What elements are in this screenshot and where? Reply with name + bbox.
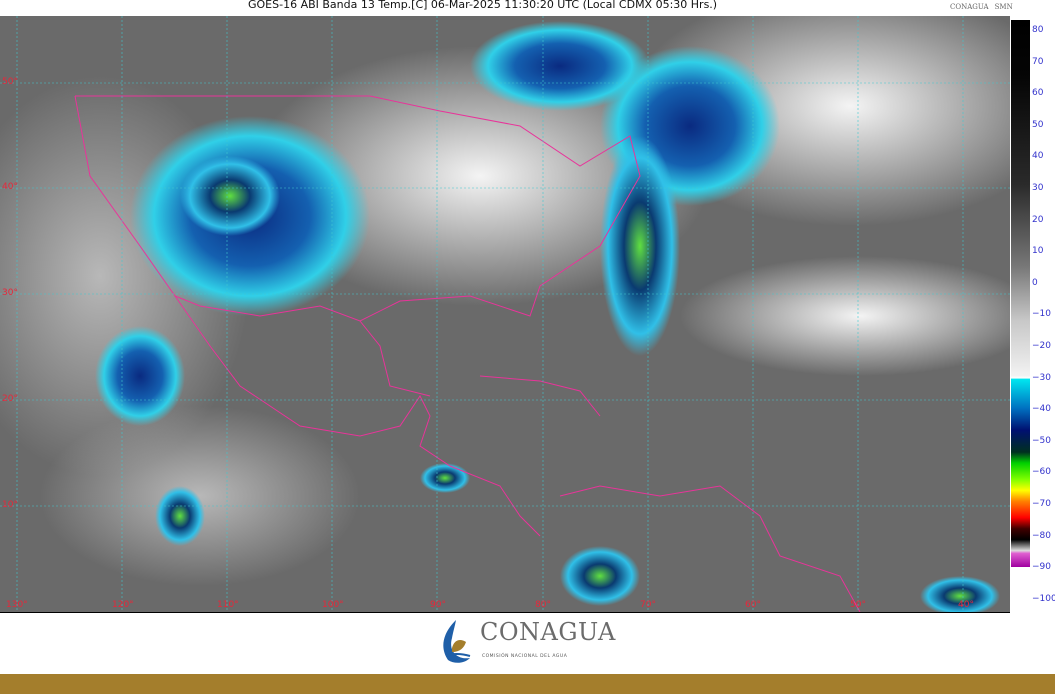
lon-label: 50° <box>850 600 866 610</box>
conagua-emblem-icon <box>443 620 471 663</box>
colorbar-tick-label: −80 <box>1032 530 1051 541</box>
convection-atlantic-south <box>920 576 1000 612</box>
image-title: GOES-16 ABI Banda 13 Temp.[C] 06-Mar-202… <box>248 0 718 11</box>
colorbar-tick-label: 70 <box>1032 56 1044 67</box>
colorbar-tick-label: −100 <box>1032 593 1055 604</box>
cloud-pacific-south <box>40 406 360 586</box>
colorbar-tick-label: 60 <box>1032 88 1044 99</box>
logo-name: CONAGUA <box>480 618 616 646</box>
header-logos: CONAGUA SMN <box>950 3 1013 11</box>
lon-label: 130° <box>6 600 28 610</box>
colorbar-tick-label: 0 <box>1032 277 1038 288</box>
colorbar-tick-label: −20 <box>1032 341 1051 351</box>
colorbar-tick-label: 20 <box>1032 214 1044 225</box>
colorbar-tick-label: 10 <box>1032 246 1044 257</box>
conagua-logo: CONAGUA COMISIÓN NACIONAL DEL AGUA <box>438 618 628 666</box>
cloud-baja <box>95 326 185 426</box>
satellite-imagery <box>0 16 1010 612</box>
colorbar-tick-label: 30 <box>1032 183 1044 193</box>
smn-small-logo: SMN <box>994 3 1013 11</box>
lon-label: 100° <box>322 600 344 610</box>
colorbar-tick-label: −40 <box>1032 404 1051 415</box>
lon-label: 110° <box>217 600 239 610</box>
colorbar-tick-label: 80 <box>1032 25 1044 35</box>
colorbar-tick-label: −90 <box>1032 562 1051 573</box>
convection-centralamerica <box>420 463 470 493</box>
temperature-colorbar <box>1011 20 1030 567</box>
lon-label: 70° <box>640 600 656 610</box>
political-borders <box>74 95 861 612</box>
cloud-atlantic-mid <box>680 256 1010 376</box>
colorbar-tick-label: −30 <box>1032 372 1051 383</box>
convection-pacific <box>155 486 205 546</box>
footer-bar <box>0 674 1055 694</box>
lat-label: 20° <box>2 394 18 404</box>
lon-label: 120° <box>112 600 134 610</box>
convection-southamerica <box>560 546 640 606</box>
colorbar-tick-label: −10 <box>1032 309 1051 320</box>
lat-lon-grid <box>0 16 1010 612</box>
lon-label: 90° <box>430 600 446 610</box>
colorbar-tick-label: −50 <box>1032 435 1051 446</box>
colorbar-tick-label: 40 <box>1032 151 1044 162</box>
colorbar-tick-label: −60 <box>1032 467 1051 478</box>
colorbar-tick-label: 50 <box>1032 119 1044 130</box>
colorbar-tick-label: −70 <box>1032 499 1051 509</box>
lat-label: 40° <box>2 182 18 192</box>
lon-label: 40° <box>958 600 974 610</box>
lat-label: 10° <box>2 500 18 510</box>
front-atlantic <box>600 136 680 356</box>
lat-label: 50° <box>2 77 18 87</box>
lat-label: 30° <box>2 288 18 298</box>
lon-label: 80° <box>535 600 551 610</box>
satellite-map: 50° 40° 30° 20° 10° 130° 120° 110° 100° … <box>0 16 1010 613</box>
storm-north <box>470 21 650 111</box>
logo-subtitle: COMISIÓN NACIONAL DEL AGUA <box>482 654 568 659</box>
storm-west-core <box>180 156 280 236</box>
lon-label: 60° <box>745 600 761 610</box>
conagua-small-logo: CONAGUA <box>950 3 989 11</box>
